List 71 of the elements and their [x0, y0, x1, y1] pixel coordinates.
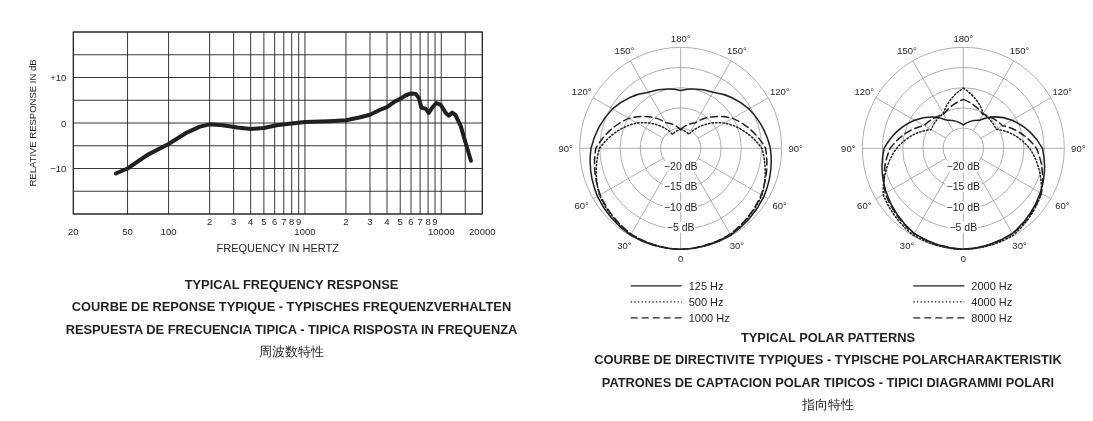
text: 周波数特性: [259, 345, 324, 359]
spoke-label: 60°: [574, 199, 590, 211]
text: 3: [230, 215, 237, 227]
text: 6: [408, 215, 414, 227]
text: 6: [272, 215, 278, 227]
spoke-label: 180°: [953, 32, 974, 44]
text: 7: [417, 215, 423, 227]
x-tick-label: 1000: [294, 226, 316, 238]
x-tick-label: 20000: [469, 226, 496, 238]
y-tick-label: −15 dB: [663, 180, 698, 193]
spoke-label: 180°: [670, 32, 691, 44]
text: COURBE DE DIRECTIVITE TYPIQUES - TYPISCHE POLARCHARAKTERISTIK: [594, 352, 1063, 367]
text: 5: [261, 215, 267, 227]
y-tick-label: −5 dB: [949, 220, 978, 233]
y-tick-label: 0: [61, 117, 67, 129]
legend-label: 4000 Hz: [971, 295, 1013, 308]
y-tick-label: −20 dB: [946, 160, 981, 173]
spoke-label: 60°: [772, 199, 788, 211]
y-tick-label: −15 dB: [946, 180, 981, 193]
spoke-label: 90°: [1071, 142, 1086, 154]
text: 3: [367, 215, 373, 227]
y-tick-label: −10 dB: [946, 200, 981, 213]
x-axis-title: FREQUENCY IN HERTZ: [216, 242, 340, 255]
y-tick-label: −5 dB: [666, 220, 695, 233]
text: 5: [397, 215, 403, 227]
spoke-label: 120°: [571, 85, 592, 97]
x-tick-label: 10000: [428, 226, 455, 238]
text: TYPICAL FREQUENCY RESPONSE: [184, 276, 399, 292]
spoke-label: 30°: [1012, 240, 1027, 252]
text: COURBE DE REPONSE TYPIQUE - TYPISCHES FREQUENZVERHALTEN: [71, 299, 512, 314]
spoke-label: 120°: [1052, 85, 1073, 97]
spoke-label: 150°: [897, 45, 918, 57]
text: 7: [281, 215, 287, 227]
text: 2: [206, 215, 213, 227]
legend-label: 2000 Hz: [971, 279, 1013, 292]
spoke-label: 90°: [788, 142, 804, 154]
text: 指向特性: [801, 398, 854, 412]
y-tick-label: −10 dB: [663, 200, 698, 213]
spoke-label: 30°: [617, 240, 632, 252]
text: 4: [248, 215, 254, 227]
spoke-label: 60°: [857, 199, 872, 211]
text: TYPICAL POLAR PATTERNS: [740, 329, 916, 345]
y-tick-label: +10: [50, 72, 67, 83]
text: 8: [289, 215, 295, 227]
spoke-label: 30°: [729, 240, 745, 252]
legend-label: 1000 Hz: [688, 311, 730, 324]
text: RESPUESTA DE FRECUENCIA TIPICA - TIPICA RISPOSTA IN FREQUENZA: [65, 321, 518, 337]
y-axis-title: RELATIVE RESPONSE IN dB: [27, 59, 39, 187]
text: 2: [343, 215, 349, 227]
spoke-label: 90°: [841, 142, 856, 154]
spoke-label: 90°: [558, 142, 574, 154]
x-tick-label: 20: [68, 226, 79, 238]
text: 9: [432, 215, 438, 227]
spoke-label: 150°: [727, 45, 747, 57]
x-tick-label: 100: [160, 226, 177, 238]
spoke-label: 150°: [614, 45, 635, 57]
text: 8: [425, 215, 431, 227]
y-tick-label: −20 dB: [663, 160, 698, 173]
spoke-label: 150°: [1009, 45, 1030, 57]
text: 4: [384, 215, 390, 227]
legend-label: 500 Hz: [688, 295, 724, 308]
spoke-label: 120°: [854, 85, 875, 97]
spoke-label: 60°: [1055, 199, 1070, 211]
y-tick-label: −10: [50, 163, 67, 174]
spoke-label: 120°: [769, 85, 790, 97]
text: 9: [296, 215, 302, 227]
x-tick-label: 50: [122, 226, 133, 238]
legend-label: 125 Hz: [688, 279, 724, 292]
text: PATRONES DE CAPTACION POLAR TIPICOS - TIPICI DIAGRAMMI POLARI: [601, 374, 1055, 390]
legend-label: 8000 Hz: [971, 311, 1013, 324]
spoke-label: 30°: [899, 240, 915, 252]
